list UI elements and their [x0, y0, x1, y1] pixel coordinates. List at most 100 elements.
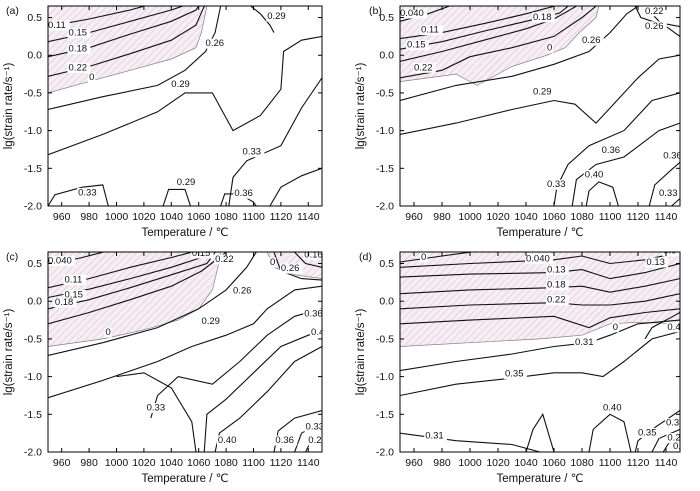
contour-label-bg	[175, 177, 199, 188]
contour-label-bg	[600, 145, 624, 156]
contour-label-bg	[602, 403, 625, 414]
contour-label-bg	[145, 403, 169, 414]
x-tick-label: 980	[80, 211, 98, 223]
contour-label: 0.29	[201, 316, 220, 327]
contour-line	[400, 308, 680, 329]
x-tick-label: 1100	[242, 211, 265, 223]
contour-label-bg	[546, 280, 569, 291]
contour-label-bg	[190, 252, 214, 259]
contour-label: 0.33	[659, 188, 678, 199]
contour-label: 0.18	[69, 43, 88, 54]
contour-label-bg	[406, 40, 429, 51]
contour-label: 0.22	[69, 62, 88, 73]
plot-area: 0.040 0.11 0.15 0.18 0.22 0 0.26 0.29 0.22 0.26 0.…	[400, 6, 680, 206]
contour-label: 0.29	[308, 435, 327, 446]
contour-label: 0.29	[267, 11, 286, 22]
contour-label-bg	[268, 257, 277, 268]
contour-line	[571, 122, 680, 206]
contour-line	[273, 252, 322, 281]
x-tick-label: 1080	[570, 457, 594, 469]
x-tick-label: 1020	[486, 457, 510, 469]
x-tick-label: 1120	[627, 457, 650, 469]
contour-line	[400, 6, 569, 50]
contour-label: 0.15	[64, 289, 83, 300]
contour-label: 0	[421, 252, 426, 263]
plot-area: 0 0.0400.130.180.220.3100.350.0400.130.40…	[400, 252, 692, 452]
y-tick-label: -0.5	[376, 333, 394, 345]
contour-label-bg	[53, 297, 77, 308]
contour-label-bg	[48, 256, 75, 267]
contour-label-bg	[67, 28, 91, 39]
contour-line	[400, 330, 680, 397]
contour-label: 0	[547, 43, 552, 54]
contour-label-bg	[67, 43, 91, 54]
contour-label: 0.35	[638, 427, 657, 438]
y-tick-label: -2.0	[376, 447, 394, 459]
contour-line	[400, 54, 680, 135]
contour-label: 0.36	[304, 308, 323, 319]
y-axis-label: lg(strain rate/s⁻¹)	[3, 309, 15, 396]
contour-label-bg	[504, 369, 527, 380]
panel-label: (b)	[369, 5, 382, 17]
contour-label: 0.22	[673, 441, 692, 452]
contour-line	[48, 285, 322, 399]
x-tick-label: 1120	[627, 211, 650, 223]
x-tick-label: 1080	[214, 211, 238, 223]
x-tick-label: 1140	[297, 457, 320, 469]
contour-label: 0.33	[243, 147, 261, 158]
y-tick-label: -0.5	[24, 87, 42, 99]
contour-label: 0.40	[667, 322, 686, 333]
y-tick-label: -1.5	[24, 409, 42, 421]
y-tick-label: -2.0	[376, 201, 394, 213]
contour-line	[525, 413, 555, 452]
contour-label-bg	[532, 86, 555, 97]
contour-label: 0.13	[547, 265, 566, 276]
contour-label: 0.29	[171, 79, 190, 90]
x-tick-label: 1140	[655, 211, 678, 223]
y-tick-label: 0.5	[379, 12, 394, 24]
contour-label-bg	[216, 435, 240, 446]
contour-label-bg	[546, 295, 569, 306]
contour-label: 0.13	[646, 257, 665, 268]
contour-label-bg	[532, 12, 555, 23]
contour-line	[294, 252, 322, 268]
contour-label: 0.40	[603, 403, 622, 414]
contour-label: 0.26	[233, 286, 252, 297]
y-tick-label: 0.5	[27, 258, 42, 270]
x-tick-label: 1040	[514, 457, 538, 469]
panel-label: (c)	[6, 251, 18, 263]
contour-label: 0.15	[407, 40, 426, 51]
y-tick-label: -0.5	[24, 333, 42, 345]
x-tick-label: 1000	[458, 457, 482, 469]
contour-line	[48, 6, 222, 111]
contour-label-bg	[672, 441, 680, 452]
contour-label: 0.35	[505, 369, 524, 380]
contour-label: 0.33	[78, 187, 97, 198]
contour-label: 0.26	[645, 21, 664, 32]
x-tick-label: 960	[53, 211, 71, 223]
contour-line	[400, 262, 680, 280]
x-tick-label: 1000	[105, 211, 129, 223]
contour-label-bg	[67, 62, 91, 73]
x-tick-label: 960	[53, 457, 71, 469]
contour-label-bg	[303, 308, 322, 319]
x-tick-label: 1060	[187, 211, 211, 223]
x-tick-label: 1000	[458, 211, 482, 223]
x-tick-label: 980	[80, 457, 98, 469]
contour-label: 0.22	[645, 6, 664, 17]
contour-label: 0.33	[147, 403, 166, 414]
x-axis-label: Temperature / ℃	[141, 227, 228, 239]
contour-label-bg	[204, 38, 228, 49]
contour-line	[48, 184, 109, 206]
contour-label-bg	[48, 20, 70, 31]
axes-frame	[399, 251, 681, 453]
contour-label-bg	[307, 435, 322, 446]
contour-line	[48, 35, 322, 156]
contour-label: 0.22	[547, 295, 566, 306]
contour-label-bg	[77, 187, 100, 198]
plot-area: 0.110.15 0.18 0.220 0.26 0.29 0.29 0.33 0.33 0.2…	[48, 6, 322, 206]
contour-label-bg	[274, 435, 298, 446]
contour-line	[400, 278, 680, 295]
contour-label: 0.15	[192, 248, 211, 259]
plot-area: 0.0400.110.150.180.150.220.2600.290.330.…	[48, 248, 327, 452]
